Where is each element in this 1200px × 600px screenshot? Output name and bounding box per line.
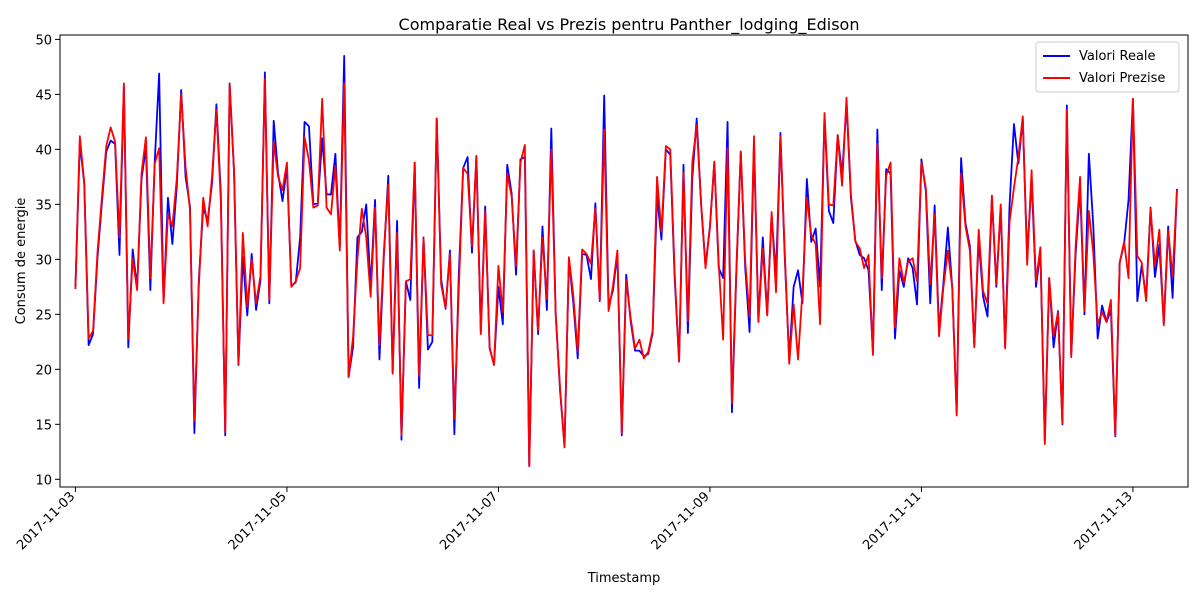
y-axis-label: Consum de energie <box>14 198 29 325</box>
y-tick-label: 45 <box>35 88 52 103</box>
chart-title: Comparatie Real vs Prezis pentru Panther… <box>399 15 860 35</box>
legend-label-real: Valori Reale <box>1079 49 1156 64</box>
legend-label-predicted: Valori Prezise <box>1079 71 1165 86</box>
series-line-1 <box>74 78 1178 468</box>
y-tick-label: 15 <box>35 418 52 433</box>
y-tick-label: 35 <box>35 198 52 213</box>
y-tick-label: 40 <box>35 143 52 158</box>
y-tick-label: 30 <box>35 253 52 268</box>
plot-area <box>59 34 1189 488</box>
legend: Valori Reale Valori Prezise <box>1035 41 1180 93</box>
y-axis: 10 15 20 25 30 35 40 45 50 <box>35 33 60 488</box>
y-tick-label: 25 <box>35 308 52 323</box>
legend-box <box>1035 41 1180 93</box>
y-tick-label: 10 <box>35 473 52 488</box>
series-layer <box>74 55 1178 468</box>
y-tick-label: 20 <box>35 363 52 378</box>
y-tick-label: 50 <box>35 33 52 48</box>
x-axis-label: Timestamp <box>587 571 661 586</box>
